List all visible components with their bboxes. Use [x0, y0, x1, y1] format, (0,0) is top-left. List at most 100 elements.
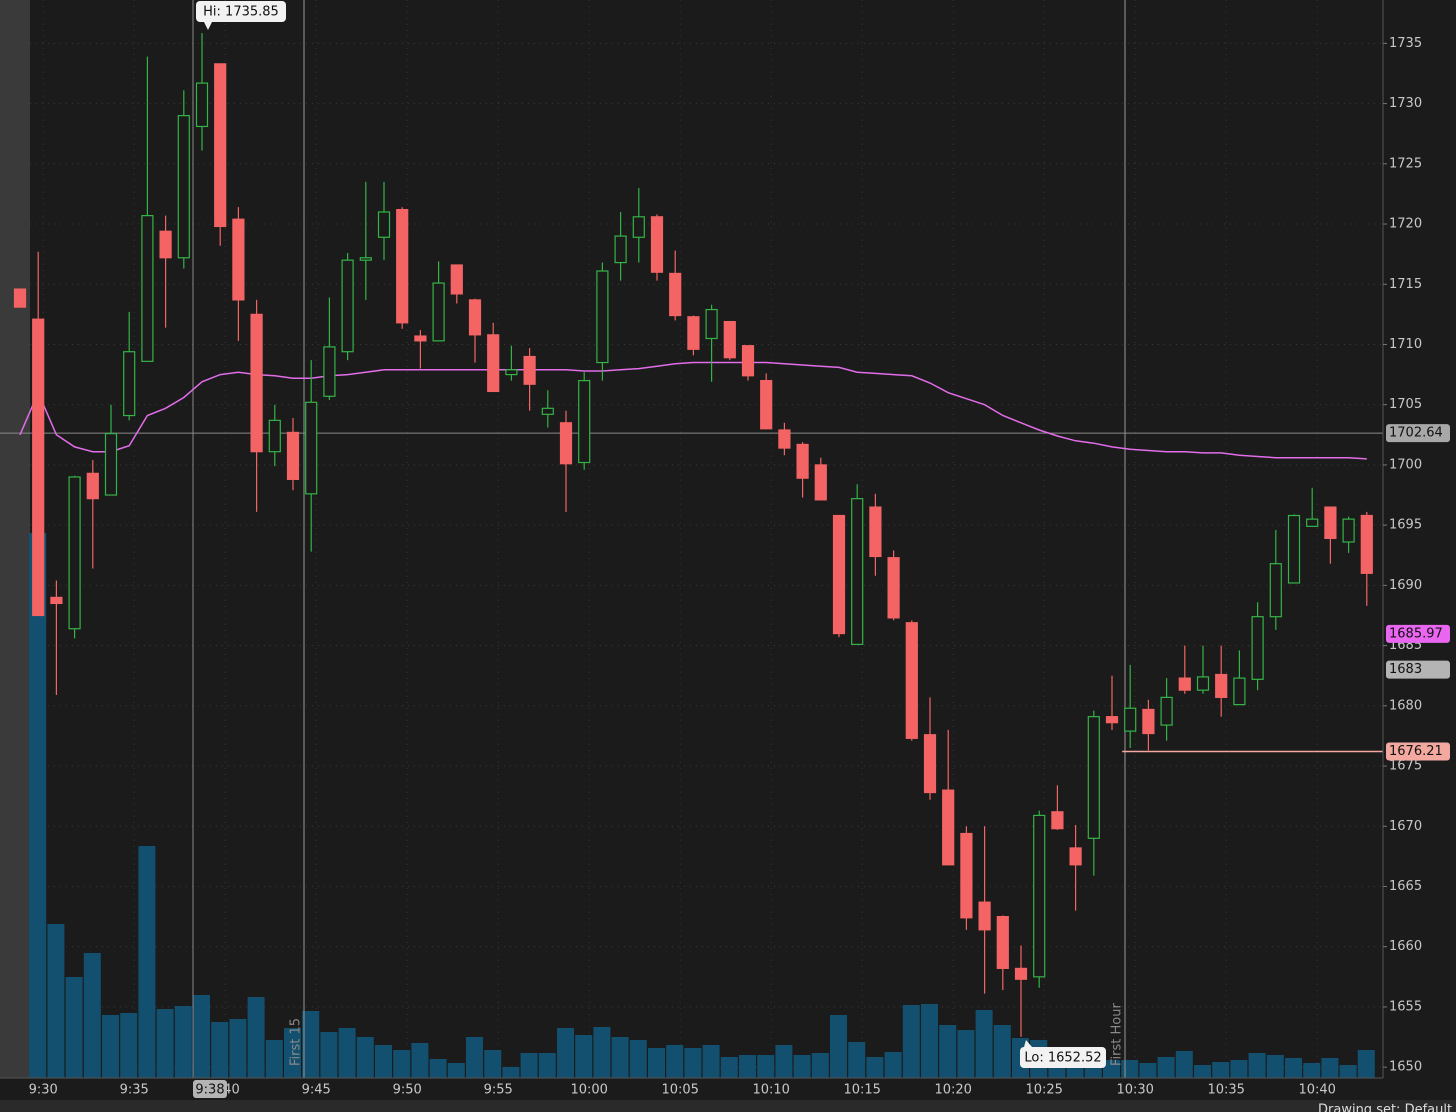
x-tick-label: 10:00 [570, 1083, 607, 1098]
candle-body [814, 464, 827, 501]
volume-bar [975, 1010, 993, 1078]
volume-bar [666, 1045, 684, 1078]
volume-bar [1175, 1051, 1193, 1078]
volume-bar [65, 977, 83, 1078]
first-15-label: First 15 [289, 1018, 304, 1066]
volume-bar [1285, 1058, 1302, 1078]
candle-body [123, 351, 136, 417]
volume-bar [1139, 1063, 1157, 1078]
y-tick-label: 1680 [1389, 698, 1422, 713]
y-tick-label: 1725 [1389, 156, 1422, 171]
high-callout-box [196, 1, 286, 22]
volume-bar [593, 1027, 611, 1078]
candle-body [359, 257, 372, 261]
volume-bar [702, 1045, 720, 1078]
volume-bar [265, 1040, 283, 1078]
candle-body [68, 476, 81, 630]
volume-bar [1339, 1065, 1357, 1078]
y-tick-label: 1735 [1389, 36, 1422, 51]
volume-bar [284, 1028, 301, 1078]
candle-body [741, 345, 755, 377]
candle-body [250, 313, 263, 453]
candle-body [832, 514, 846, 635]
candle-body [760, 380, 773, 430]
first-hour-label: First Hour [1110, 1003, 1125, 1066]
y-tick-label: 1700 [1389, 457, 1422, 472]
x-tick-label: 9:35 [120, 1083, 149, 1098]
y-tick-label: 1660 [1389, 939, 1422, 954]
volume-bar [302, 1011, 320, 1078]
volume-bar [29, 533, 47, 1078]
candle-body [177, 115, 190, 259]
candle-body [50, 596, 63, 605]
candle-body [851, 498, 864, 645]
candle-body [596, 270, 609, 364]
candle-body [1215, 673, 1228, 698]
volume-bar [47, 924, 65, 1078]
volume-bar [720, 1057, 738, 1078]
volume-bar [1321, 1058, 1339, 1078]
price-badge-label: 1702.64 [1389, 426, 1443, 441]
volume-bar [138, 846, 156, 1078]
volume-bar [411, 1043, 429, 1078]
candle-body [687, 316, 700, 350]
candle-body [1306, 518, 1319, 527]
y-tick-label: 1715 [1389, 277, 1422, 292]
volume-bar [229, 1019, 247, 1078]
volume-bar [375, 1045, 392, 1078]
candle-body [887, 557, 900, 619]
candle-body [923, 734, 937, 794]
volume-bar [757, 1055, 775, 1078]
volume-bar [338, 1028, 356, 1078]
y-tick-label: 1670 [1389, 819, 1422, 834]
candle-body [996, 916, 1009, 969]
candle-body [1069, 847, 1082, 866]
candle-body [1160, 696, 1173, 726]
toolbar [0, 1100, 1456, 1112]
volume-bar [211, 1022, 229, 1078]
price-badge [1386, 660, 1450, 679]
candle-body [541, 407, 554, 415]
volume-bar [1303, 1063, 1321, 1078]
candle-body [505, 369, 518, 376]
y-tick-label: 1720 [1389, 217, 1422, 232]
candle-body [159, 230, 172, 259]
price-badge [1386, 424, 1450, 443]
y-tick-label: 1695 [1389, 518, 1422, 533]
volume-bar [1212, 1062, 1230, 1078]
volume-bar [848, 1042, 866, 1078]
volume-bar [83, 953, 101, 1078]
volume-bar [447, 1063, 465, 1078]
y-tick-label: 1730 [1389, 96, 1422, 111]
price-badge [1386, 742, 1450, 761]
volume-bar [684, 1048, 702, 1078]
candle-body [1196, 676, 1210, 691]
volume-bar [1248, 1053, 1266, 1078]
candle-body [1178, 677, 1191, 691]
candle-body [487, 334, 500, 393]
price-badge-label: 1676.21 [1389, 744, 1443, 759]
candle-body [141, 215, 154, 362]
volume-bar [611, 1037, 629, 1078]
premarket-shade [0, 0, 30, 1078]
y-tick-label: 1650 [1389, 1060, 1422, 1075]
x-tick-label: 10:05 [661, 1083, 698, 1098]
candle-body [86, 472, 99, 500]
volume-bar [102, 1015, 119, 1078]
volume-bar [575, 1035, 593, 1078]
x-tick-label: 10:25 [1025, 1083, 1062, 1098]
volume-bar [429, 1059, 447, 1078]
volume-bar [957, 1030, 975, 1078]
candle-body [632, 216, 645, 238]
candle-body [396, 208, 409, 324]
candle-body [650, 216, 664, 273]
volume-bar [320, 1032, 338, 1078]
candle-body [450, 264, 463, 295]
drawing-set[interactable]: Drawing set: Default [1318, 1103, 1452, 1112]
candle-body [523, 355, 536, 385]
candle-body [1087, 716, 1100, 839]
volume-bar [156, 1009, 174, 1078]
x-tick-label: 9:55 [484, 1083, 513, 1098]
x-tick-label: 9:30 [29, 1083, 58, 1098]
x-tick-label: 10:40 [1298, 1083, 1335, 1098]
